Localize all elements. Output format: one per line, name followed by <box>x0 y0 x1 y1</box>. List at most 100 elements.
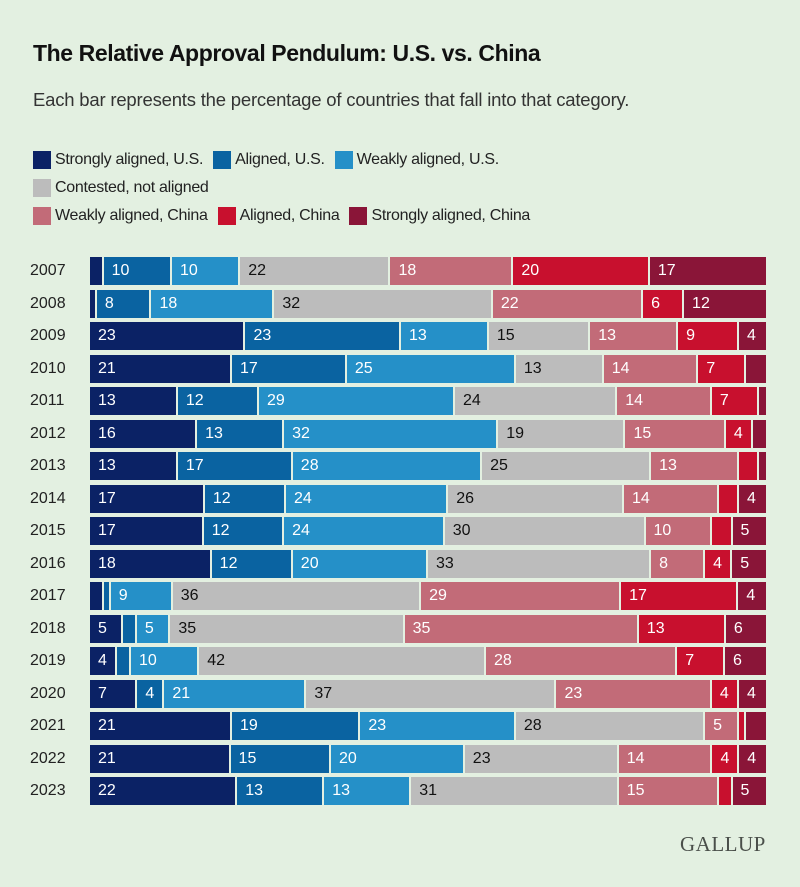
bar-segment-weakly-china-2013: 13 <box>651 452 739 480</box>
bar-segment-strongly-china-2008: 12 <box>684 289 766 318</box>
data-label: 14 <box>626 749 645 767</box>
legend-label: Weakly aligned, China <box>55 207 208 224</box>
bar-segment-strongly-us-2009: 23 <box>90 322 246 350</box>
year-label: 2014 <box>30 489 66 507</box>
data-label: 17 <box>98 522 116 539</box>
data-label: 25 <box>354 359 373 377</box>
bar-segment-weakly-us-2011: 29 <box>259 387 456 415</box>
bar-segment-aligned-china-2011: 7 <box>711 387 760 415</box>
data-label: 42 <box>207 652 226 669</box>
data-label: 13 <box>205 424 223 442</box>
data-label: 13 <box>659 457 677 474</box>
year-label: 2007 <box>30 262 66 279</box>
bar-segment-weakly-china-2008: 22 <box>492 289 644 318</box>
data-label: 9 <box>118 587 128 604</box>
bar-segment-strongly-china-2021 <box>745 712 766 740</box>
data-label: 22 <box>248 262 267 279</box>
bar-segment-weakly-us-2007: 10 <box>171 257 241 285</box>
data-label: 15 <box>238 749 257 767</box>
bar-segment-aligned-china-2022: 4 <box>712 744 740 773</box>
bar-segment-aligned-china-2018: 13 <box>638 614 726 643</box>
data-label: 13 <box>98 457 116 474</box>
bar-segment-strongly-us-2014: 17 <box>90 484 205 513</box>
bar-segment-strongly-china-2022: 4 <box>739 744 766 773</box>
bar-segment-aligned-us-2023: 13 <box>237 777 325 805</box>
bar-segment-aligned-us-2007: 10 <box>103 257 172 285</box>
bar-segment-strongly-us-2010: 21 <box>90 354 232 383</box>
year-label: 2017 <box>30 587 66 604</box>
bar-segment-aligned-china-2008: 6 <box>643 289 685 318</box>
data-label: 37 <box>314 684 333 702</box>
data-label: 4 <box>746 327 756 344</box>
bar-segment-aligned-us-2011: 12 <box>177 387 259 415</box>
year-label: 2011 <box>30 392 65 409</box>
bar-segment-weakly-china-2015: 10 <box>645 517 713 545</box>
legend-swatch <box>33 207 51 225</box>
bar-segment-strongly-us-2018: 5 <box>90 614 124 643</box>
bar-segment-strongly-china-2015: 5 <box>732 517 766 545</box>
bar-segment-strongly-us-2019: 4 <box>90 647 118 675</box>
chart-title: The Relative Approval Pendulum: U.S. vs.… <box>33 40 541 66</box>
data-label: 19 <box>239 717 258 734</box>
data-label: 13 <box>646 619 665 637</box>
data-label: 4 <box>98 652 107 669</box>
bar-segment-weakly-china-2007: 18 <box>390 257 514 285</box>
bar-segment-weakly-us-2008: 18 <box>151 289 275 318</box>
bar-segment-strongly-us-2012: 16 <box>90 419 198 448</box>
bar-segment-strongly-china-2016: 5 <box>732 549 766 578</box>
year-label: 2021 <box>30 717 66 734</box>
bar-segment-aligned-china-2017: 17 <box>621 582 739 610</box>
bar-segment-strongly-us-2007 <box>90 257 104 285</box>
bar-segment-contested-2019: 42 <box>199 647 487 675</box>
bar-segment-weakly-us-2019: 10 <box>130 647 200 675</box>
data-label: 5 <box>144 619 154 637</box>
data-label: 8 <box>659 554 668 572</box>
data-label: 9 <box>686 327 696 344</box>
bar-segment-contested-2013: 25 <box>482 452 652 480</box>
legend-item-aligned-china: Aligned, China <box>217 207 340 225</box>
legend-label: Strongly aligned, U.S. <box>55 151 204 168</box>
bar-segment-weakly-us-2015: 24 <box>284 517 445 545</box>
data-label: 6 <box>651 294 660 312</box>
data-label: 22 <box>98 782 116 799</box>
bar-segment-weakly-china-2023: 15 <box>618 777 720 805</box>
bar-segment-weakly-us-2020: 21 <box>164 679 307 708</box>
data-label: 23 <box>368 717 387 734</box>
data-label: 28 <box>494 652 512 669</box>
data-label: 30 <box>452 522 471 539</box>
legend-swatch <box>33 151 51 169</box>
legend-swatch <box>33 179 51 197</box>
year-label: 2016 <box>30 554 66 572</box>
bar-segment-aligned-us-2012: 13 <box>197 419 285 448</box>
data-label: 14 <box>611 359 630 377</box>
data-label: 17 <box>98 489 116 507</box>
year-label: 2018 <box>30 619 66 637</box>
data-label: 14 <box>632 489 650 507</box>
data-label: 14 <box>625 392 644 409</box>
data-label: 15 <box>626 782 645 799</box>
bar-segment-aligned-us-2013: 17 <box>177 452 293 480</box>
bar-segment-aligned-us-2016: 12 <box>211 549 293 578</box>
legend-item-aligned-us: Aligned, U.S. <box>213 151 325 169</box>
bar-segment-strongly-us-2017 <box>90 582 104 610</box>
bar-segment-contested-2007: 22 <box>240 257 391 285</box>
bar-segment-weakly-us-2021: 23 <box>360 712 516 740</box>
bar-segment-weakly-china-2016: 8 <box>651 549 706 578</box>
bar-segment-strongly-us-2015: 17 <box>90 517 204 545</box>
data-label: 20 <box>338 749 357 767</box>
data-label: 4 <box>145 684 155 702</box>
legend-label: Aligned, China <box>239 207 340 224</box>
legend-label: Aligned, U.S. <box>235 151 325 168</box>
bar-segment-contested-2008: 32 <box>274 289 493 318</box>
bar-segment-aligned-us-2021: 19 <box>231 712 361 740</box>
data-label: 32 <box>292 424 310 442</box>
bar-segment-contested-2022: 23 <box>464 744 619 773</box>
legend-item-strongly-us: Strongly aligned, U.S. <box>33 151 203 169</box>
bar-segment-weakly-us-2012: 32 <box>284 419 499 448</box>
bar-segment-strongly-us-2021: 21 <box>90 712 232 740</box>
data-label: 5 <box>98 619 107 637</box>
bar-segment-aligned-us-2017 <box>103 582 111 610</box>
data-label: 12 <box>692 294 710 312</box>
data-label: 21 <box>172 684 191 702</box>
bar-segment-contested-2014: 26 <box>448 484 625 513</box>
